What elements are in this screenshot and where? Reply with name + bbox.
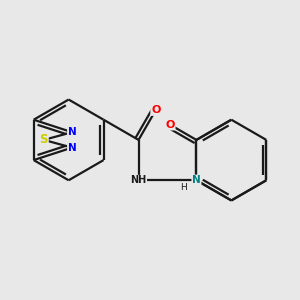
Text: N: N — [68, 127, 76, 137]
Text: N: N — [68, 142, 76, 153]
Text: N: N — [192, 175, 201, 185]
Text: S: S — [40, 134, 48, 146]
Text: O: O — [166, 120, 175, 130]
Text: O: O — [151, 105, 160, 115]
Text: H: H — [180, 183, 187, 192]
Text: NH: NH — [130, 175, 147, 185]
